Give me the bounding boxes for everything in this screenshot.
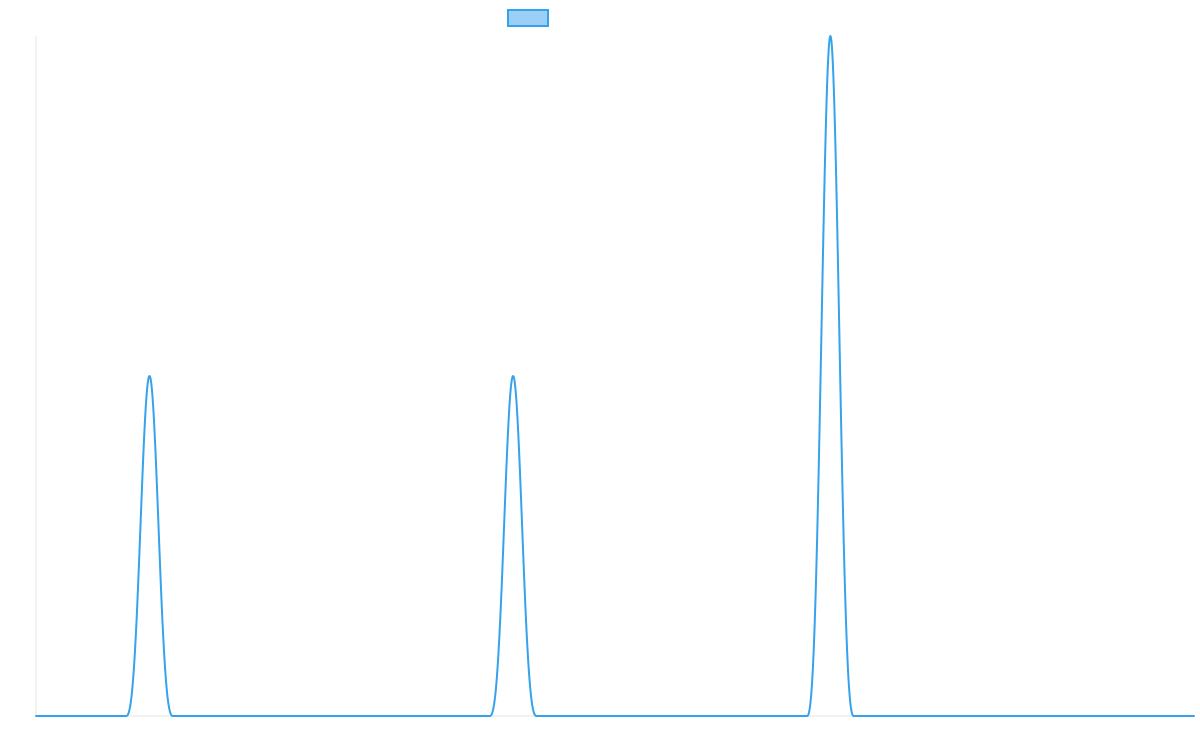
axes [35,36,1194,717]
legend[interactable] [507,9,549,27]
series-line-0 [35,35,1195,717]
series-layer [35,35,1195,717]
legend-swatch[interactable] [507,9,549,27]
